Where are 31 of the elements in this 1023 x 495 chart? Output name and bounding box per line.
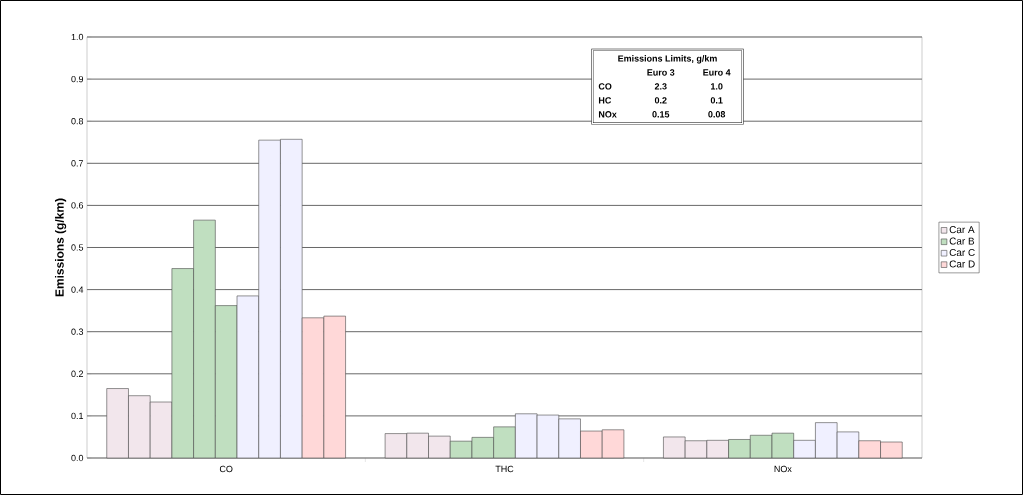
legend-label: Car A <box>949 226 975 234</box>
annotation: 0.2 <box>654 97 667 104</box>
x-tick-label: CO <box>219 465 233 473</box>
annotation: CO <box>598 83 612 90</box>
annotation: Euro 4 <box>703 69 731 76</box>
y-tick-label: 1.0 <box>71 33 84 41</box>
y-tick-label: 0.6 <box>71 202 84 209</box>
annotation: 2.3 <box>654 83 667 90</box>
legend-label: Car B <box>949 237 975 245</box>
annotation: HC <box>598 97 612 104</box>
annotation: 0.15 <box>652 111 670 118</box>
y-axis-title: Emissions (g/km) <box>54 198 67 297</box>
y-tick-label: 0.8 <box>71 118 84 125</box>
x-tick-label: THC <box>495 465 514 473</box>
annotation: 0.1 <box>710 97 723 104</box>
legend-label: Car C <box>949 248 975 257</box>
y-tick-label: 0.2 <box>71 370 84 377</box>
y-tick-label: 0.4 <box>71 286 84 293</box>
annotation: 0.08 <box>708 111 726 118</box>
legend-label: Car D <box>949 260 975 268</box>
y-tick-label: 0.3 <box>71 328 84 335</box>
annotation: Euro 3 <box>647 69 675 76</box>
x-tick-label: NOx <box>774 465 792 473</box>
annotation: Emissions Limits, g/km <box>618 55 717 64</box>
y-tick-label: 0.7 <box>71 160 84 167</box>
annotation: NOx <box>598 111 617 118</box>
y-tick-label: 0.1 <box>71 412 84 420</box>
y-tick-label: 0.5 <box>71 244 84 251</box>
y-tick-label: 0.0 <box>71 454 84 462</box>
y-tick-label: 0.9 <box>71 75 84 83</box>
annotation: 1.0 <box>711 83 723 90</box>
